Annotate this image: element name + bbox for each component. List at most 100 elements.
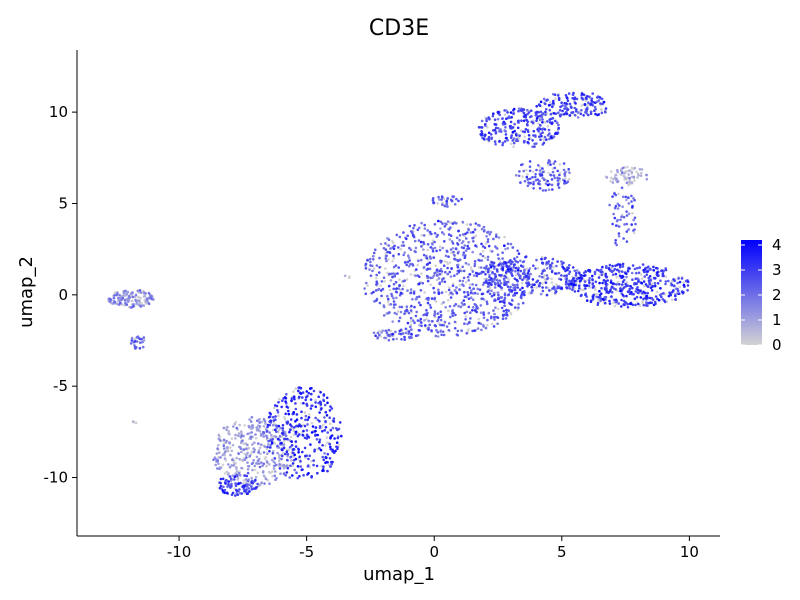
cell-point (278, 397, 281, 401)
cell-point (604, 107, 608, 110)
cell-point (382, 304, 386, 307)
cell-point (380, 280, 384, 283)
cell-point (493, 318, 496, 321)
cell-point (610, 295, 613, 298)
cell-point (414, 246, 418, 250)
cell-point (331, 450, 334, 453)
cell-point (458, 288, 461, 291)
cell-point (319, 448, 323, 452)
cell-point (647, 265, 650, 269)
cell-point (316, 433, 320, 437)
cell-point (272, 421, 276, 425)
cell-point (523, 293, 526, 297)
cell-point (397, 246, 400, 249)
cell-point (654, 295, 658, 298)
cell-point (402, 253, 406, 257)
cell-point (462, 251, 466, 254)
cell-point (392, 338, 395, 341)
cell-point (139, 341, 142, 345)
cell-point (609, 179, 612, 183)
cell-point (270, 458, 274, 462)
cell-point (312, 459, 316, 462)
cell-point (292, 395, 296, 399)
cell-point (541, 289, 545, 293)
cell-point (544, 189, 547, 192)
cell-point (632, 218, 635, 222)
cell-point (139, 305, 143, 308)
cell-point (543, 178, 546, 181)
cell-point (239, 441, 243, 445)
cell-point (420, 272, 423, 275)
cell-point (276, 409, 279, 412)
cell-point (246, 451, 249, 455)
cell-point (599, 268, 603, 272)
cell-point (431, 249, 435, 253)
cell-point (518, 276, 522, 280)
cell-point (545, 138, 548, 141)
cell-point (264, 422, 267, 425)
cell-point (226, 446, 229, 449)
cell-point (218, 486, 222, 490)
cell-point (467, 228, 471, 232)
cell-point (574, 109, 578, 113)
cell-point (524, 275, 528, 278)
cell-point (285, 450, 289, 454)
cell-point (388, 288, 392, 292)
cell-point (501, 317, 505, 321)
cell-point (217, 456, 220, 459)
cell-point (386, 294, 389, 298)
cell-point (553, 272, 557, 275)
cell-point (656, 271, 659, 274)
cell-point (631, 264, 635, 267)
cell-point (522, 169, 525, 173)
cell-point (323, 429, 327, 432)
cell-point (616, 218, 619, 222)
colorbar-tick-label: 0 (772, 336, 782, 354)
cell-point (111, 302, 115, 305)
cell-point (663, 299, 666, 302)
cell-point (245, 443, 249, 447)
cell-point (223, 450, 227, 454)
cell-point (278, 453, 281, 457)
cell-point (440, 291, 444, 294)
cell-point (517, 267, 520, 270)
cell-point (515, 133, 518, 137)
cell-point (388, 311, 391, 314)
cell-point (280, 432, 284, 435)
cell-point (448, 261, 452, 264)
cell-point (622, 237, 625, 240)
cell-point (402, 244, 406, 247)
cell-point (535, 105, 538, 108)
cell-point (454, 221, 457, 225)
cell-point (422, 265, 426, 269)
cell-point (484, 242, 488, 245)
cell-point (325, 456, 328, 460)
cell-point (621, 293, 625, 297)
cell-point (314, 416, 317, 420)
cell-point (395, 296, 398, 300)
cell-point (402, 231, 405, 234)
cell-point (232, 425, 235, 428)
cell-point (590, 99, 593, 102)
cell-point (647, 279, 651, 282)
cell-point (588, 269, 592, 272)
cell-point (417, 282, 421, 286)
cell-point (522, 108, 526, 111)
cell-point (298, 457, 301, 461)
cell-point (393, 274, 397, 278)
cell-point (535, 117, 539, 120)
cell-point (556, 179, 560, 182)
cell-point (386, 250, 389, 254)
cell-point (560, 274, 563, 277)
cell-point (387, 334, 390, 337)
cell-point (237, 482, 240, 486)
cell-point (594, 280, 598, 284)
cell-point (277, 414, 280, 418)
cell-point (469, 231, 473, 234)
cell-point (294, 430, 298, 434)
cell-point (437, 198, 441, 201)
cell-point (264, 477, 268, 481)
cell-point (399, 332, 403, 336)
cell-point (512, 112, 515, 115)
cell-point (559, 114, 562, 118)
